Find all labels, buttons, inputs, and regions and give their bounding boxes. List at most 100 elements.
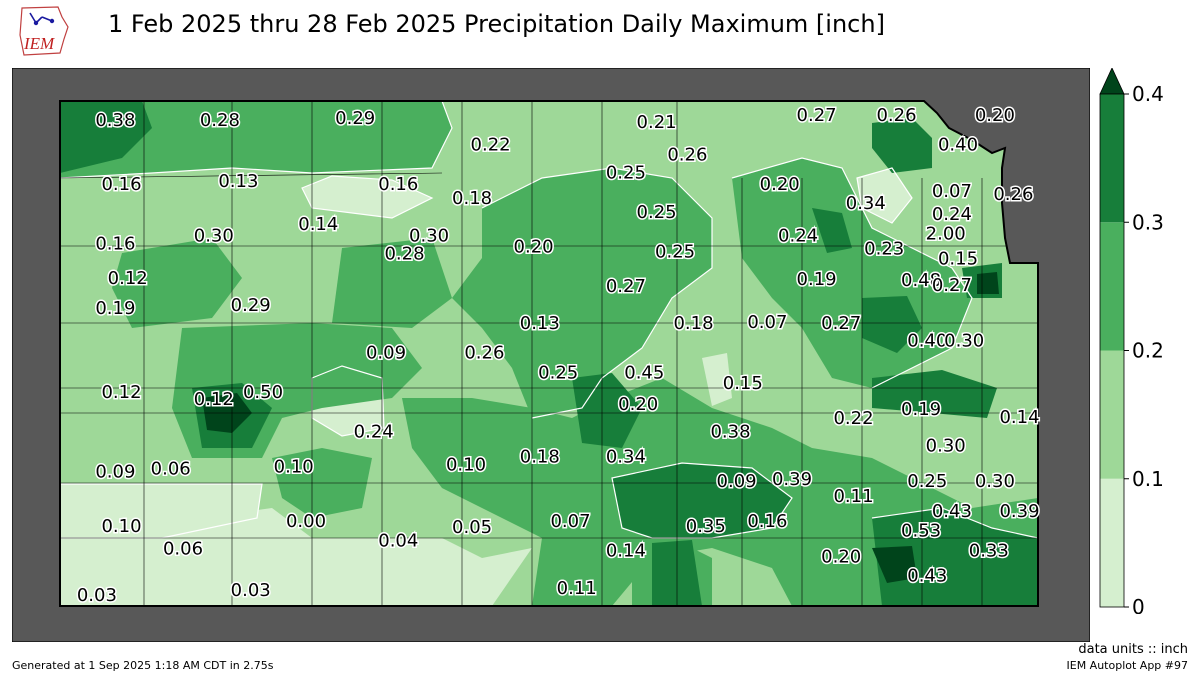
station-value-label: 0.40	[938, 135, 978, 156]
iem-logo-text: IEM	[23, 34, 55, 53]
station-value-label: 0.06	[163, 539, 203, 560]
station-value-label: 0.30	[975, 471, 1015, 492]
station-value-label: 0.33	[969, 541, 1009, 562]
colorbar-tick-label: 0	[1132, 595, 1145, 614]
station-value-label: 0.26	[993, 184, 1033, 205]
colorbar-tick-label: 0.2	[1132, 339, 1164, 363]
station-value-label: 0.19	[901, 399, 941, 420]
state-border	[59, 100, 1039, 607]
station-value-label: 0.34	[846, 193, 886, 214]
station-value-label: 0.20	[514, 237, 554, 258]
station-value-label: 0.27	[797, 105, 837, 126]
station-value-label: 0.09	[95, 461, 135, 482]
station-value-label: 0.06	[151, 458, 191, 479]
station-value-label: 0.16	[95, 234, 135, 255]
station-value-label: 0.29	[231, 295, 271, 316]
station-value-label: 0.16	[747, 511, 787, 532]
station-value-label: 0.14	[298, 214, 338, 235]
station-value-label: 0.26	[876, 105, 916, 126]
zone-mid	[332, 238, 452, 328]
station-value-label: 0.50	[243, 382, 283, 403]
station-value-label: 0.53	[901, 521, 941, 542]
station-value-label: 0.19	[95, 298, 135, 319]
station-value-label: 0.28	[200, 110, 240, 131]
station-value-label: 0.45	[624, 362, 664, 383]
colorbar-segment	[1100, 478, 1124, 607]
zone-mid	[452, 168, 712, 418]
station-value-label: 0.43	[907, 565, 947, 586]
colorbar: 0 0.1 0.2 0.3 0.4	[1099, 68, 1164, 614]
zone-lowest	[60, 508, 532, 606]
colorbar-tick-label: 0.1	[1132, 467, 1164, 491]
county-lines	[60, 101, 1038, 606]
station-value-label: 0.15	[723, 373, 763, 394]
station-value-label: 0.27	[932, 275, 972, 296]
station-value-label: 0.07	[747, 312, 787, 333]
app-note: IEM Autoplot App #97	[1066, 659, 1189, 672]
station-value-label: 0.16	[101, 174, 141, 195]
station-value-label: 0.07	[550, 511, 590, 532]
station-value-label: 0.30	[194, 226, 234, 247]
colorbar-segment	[1100, 222, 1124, 351]
station-value-label: 0.10	[274, 456, 314, 477]
iem-logo: IEM	[19, 6, 69, 56]
station-value-label: 0.30	[926, 436, 966, 457]
station-value-label: 0.21	[637, 112, 677, 133]
station-value-label: 0.24	[354, 422, 394, 443]
station-value-label: 0.35	[686, 516, 726, 537]
station-value-label: 0.38	[95, 110, 135, 131]
station-value-label: 0.27	[821, 313, 861, 334]
station-value-label: 0.09	[717, 471, 757, 492]
colorbar-extend-arrow	[1099, 68, 1125, 95]
station-value-label: 0.38	[710, 422, 750, 443]
station-value-label: 0.22	[471, 135, 511, 156]
colorbar-segment	[1100, 350, 1124, 479]
station-value-label: 0.27	[606, 276, 646, 297]
colorbar-tick-label: 0.4	[1132, 82, 1164, 106]
station-value-label: 0.13	[218, 171, 258, 192]
colorbar-segment	[1100, 94, 1124, 223]
station-value-label: 0.22	[833, 408, 873, 429]
station-value-label: 0.04	[378, 531, 418, 552]
station-value-label: 0.20	[821, 547, 861, 568]
station-value-label: 0.09	[366, 343, 406, 364]
zone-lowest	[302, 176, 432, 218]
station-value-label: 0.11	[557, 578, 597, 599]
station-value-label: 0.18	[673, 313, 713, 334]
station-value-label: 0.25	[606, 162, 646, 183]
zone-high	[572, 373, 642, 448]
station-value-label: 0.24	[932, 204, 972, 225]
precip-map: 0.38 0.28 0.29 0.22 0.21 0.27 0.26 0.20 0.40 0.26…	[12, 68, 1090, 642]
station-value-label: 0.03	[231, 580, 271, 601]
zone-lowest	[857, 168, 912, 223]
zone-high	[872, 370, 997, 418]
station-value-label: 0.12	[194, 389, 234, 410]
units-note: data units :: inch	[1078, 642, 1188, 657]
generated-note: Generated at 1 Sep 2025 1:18 AM CDT in 2…	[12, 659, 274, 672]
station-value-label: 0.05	[452, 517, 492, 538]
station-value-label: 0.12	[108, 268, 148, 289]
station-value-label: 0.11	[833, 486, 873, 507]
station-value-label: 0.20	[975, 105, 1015, 126]
station-value-label: 0.26	[464, 343, 504, 364]
station-value-label: 0.25	[655, 242, 695, 263]
station-value-label: 0.26	[667, 145, 707, 166]
station-value-label: 0.25	[907, 471, 947, 492]
station-value-label: 0.07	[932, 181, 972, 202]
station-value-label: 0.25	[538, 362, 578, 383]
state-polygon	[59, 100, 1039, 607]
zone-high	[60, 101, 152, 173]
zone-lowest	[702, 353, 732, 406]
station-value-label: 2.00	[926, 224, 966, 245]
station-value-label: 0.14	[606, 541, 646, 562]
station-value-label: 0.29	[335, 108, 375, 129]
zone-high	[872, 508, 1038, 606]
page-title: 1 Feb 2025 thru 28 Feb 2025 Precipitatio…	[108, 10, 885, 38]
station-value-label: 0.34	[606, 447, 646, 468]
station-labels: 0.38 0.28 0.29 0.22 0.21 0.27 0.26 0.20 0.40 0.26…	[75, 103, 1041, 607]
station-value-label: 0.23	[864, 239, 904, 260]
station-value-label: 0.15	[938, 248, 978, 269]
station-value-label: 0.10	[101, 516, 141, 537]
zone-mid	[112, 238, 242, 328]
zone-high	[812, 208, 852, 253]
